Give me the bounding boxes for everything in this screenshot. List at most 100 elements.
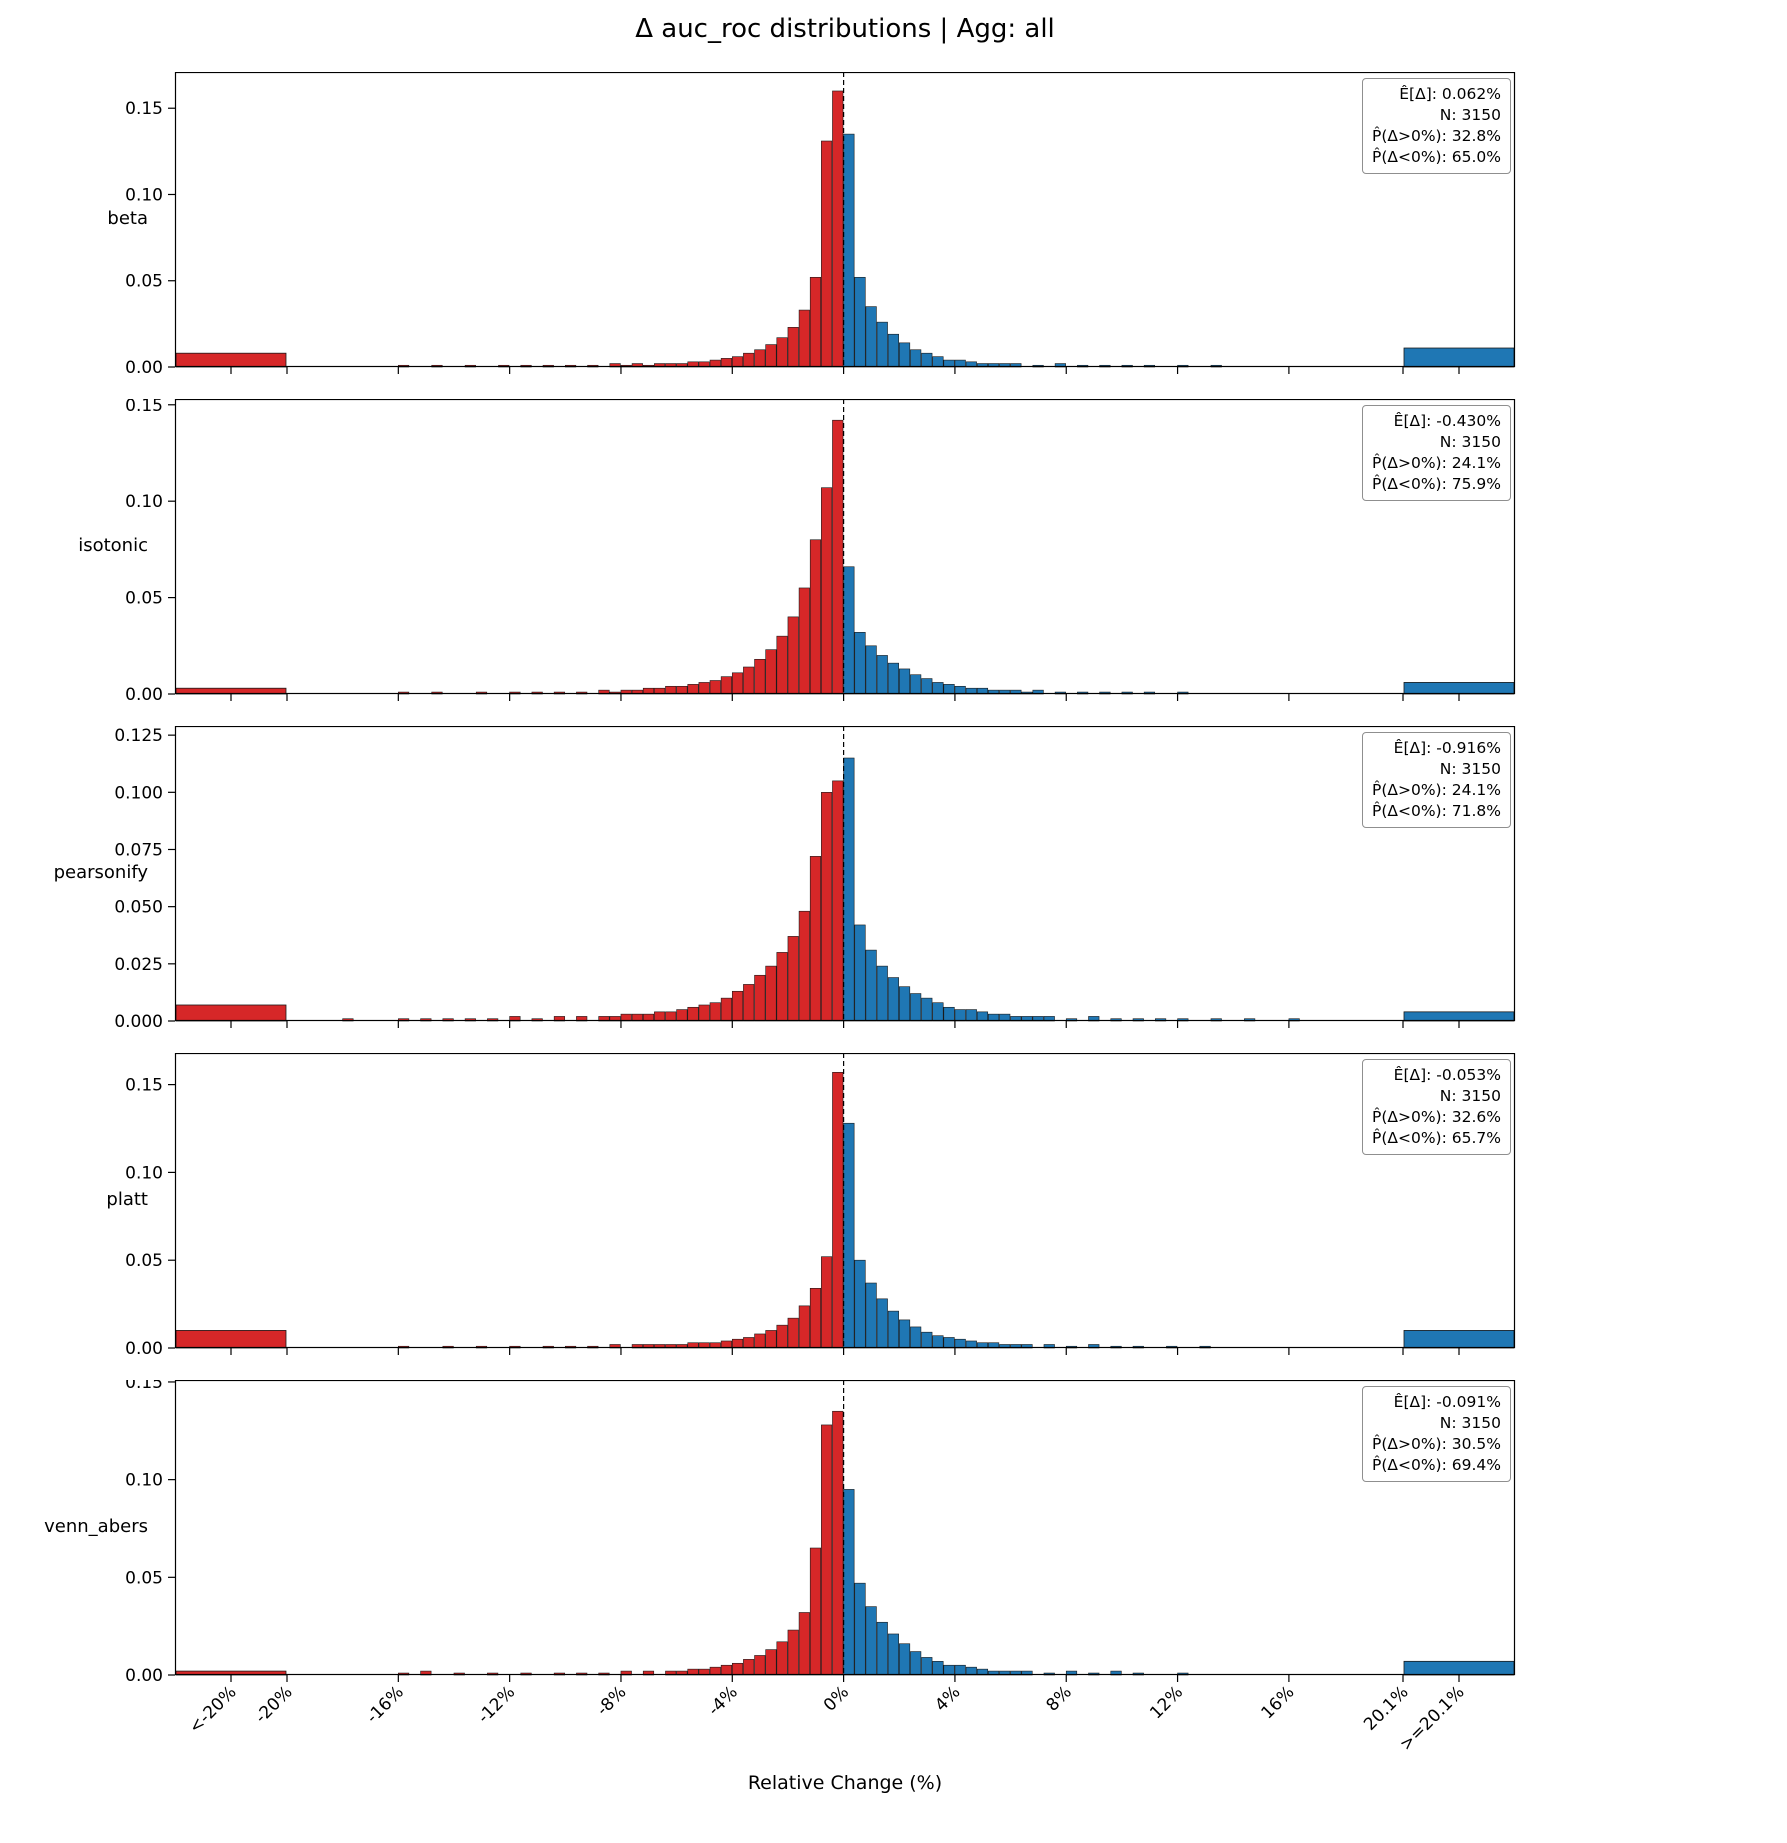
x-tick-label: 12%: [1146, 1682, 1187, 1723]
histogram-bar: [743, 984, 755, 1022]
histogram-bar: [776, 952, 788, 1022]
stat-p-negative: P̂(Δ<0%): 75.9%: [1371, 474, 1501, 493]
histogram-bar: [809, 276, 822, 368]
y-tick-label: 0.05: [125, 1251, 163, 1271]
histogram-bar: [865, 949, 877, 1022]
histogram-bar: [798, 587, 810, 695]
histogram-bar: [898, 986, 911, 1022]
histogram-bar: [876, 655, 888, 695]
histogram-bar: [943, 684, 955, 695]
outlier-bar-left: [175, 1330, 287, 1349]
stat-n: N: 3150: [1439, 759, 1501, 778]
histogram-bar: [865, 645, 877, 695]
histogram-bar: [731, 990, 744, 1022]
histogram-bar: [743, 1659, 755, 1676]
x-tick-label: 8%: [1043, 1682, 1076, 1715]
stats-box: Ê[Δ]: -0.053% N: 3150 P̂(Δ>0%): 32.6% P̂…: [1361, 1059, 1511, 1155]
x-tick-label: -20%: [251, 1682, 296, 1727]
histogram-plot: 0.000 0.025 0.050 0.075 0.100 0.125: [114, 726, 1516, 1029]
y-tick-label: 0.000: [114, 1012, 163, 1029]
x-tick-label: -4%: [704, 1682, 742, 1720]
histogram-bar: [854, 276, 866, 368]
x-tick-label: <-20%: [185, 1682, 240, 1737]
histogram-bar: [910, 674, 922, 695]
y-tick-label: 0.15: [125, 99, 163, 119]
histogram-bar: [921, 1331, 933, 1349]
outlier-bar-right: [1403, 1660, 1515, 1676]
panel-platt: 0.00 0.05 0.10 0.15 platt Ê[Δ]: -0.053% N: …: [0, 1053, 1787, 1356]
histogram-bar: [776, 337, 788, 368]
histogram-bar: [854, 924, 866, 1022]
stat-mean: Ê[Δ]: -0.053%: [1393, 1066, 1501, 1084]
histogram-bar: [910, 349, 922, 368]
histogram-bar: [954, 685, 966, 695]
histogram-bar: [932, 1661, 944, 1676]
histogram-bar: [898, 1319, 911, 1349]
stat-mean: Ê[Δ]: -0.430%: [1393, 412, 1501, 430]
panel-pearsonify: 0.000 0.025 0.050 0.075 0.100 0.125 pearsonif…: [0, 726, 1787, 1029]
y-tick-label: 0.00: [125, 358, 163, 375]
histogram-bar: [687, 684, 699, 695]
histogram-bar: [898, 668, 911, 695]
row-label: pearsonify: [53, 862, 148, 883]
histogram-bar: [776, 1324, 788, 1349]
histogram-bar: [765, 1330, 777, 1349]
y-tick-label: 0.10: [125, 1471, 163, 1491]
histogram-bar: [798, 910, 810, 1022]
stat-p-negative: P̂(Δ<0%): 65.0%: [1371, 147, 1501, 166]
panel-venn-abers: 0.00 0.05 0.10 0.15 <-20% -20% -16% -12% -8% -4% 0…: [0, 1380, 1787, 1800]
stat-p-positive: P̂(Δ>0%): 24.1%: [1371, 453, 1501, 472]
histogram-bar: [787, 1317, 799, 1349]
histogram-bar: [776, 635, 788, 695]
histogram-bar: [910, 1651, 922, 1676]
histogram-bar: [898, 1643, 911, 1676]
plot-border: [174, 399, 1516, 695]
stat-n: N: 3150: [1439, 105, 1501, 124]
outlier-bar-right: [1403, 1330, 1515, 1349]
histogram-bar: [809, 1287, 822, 1349]
histogram-bar: [965, 1666, 977, 1676]
panel-isotonic: 0.00 0.05 0.10 0.15 isotonic Ê[Δ]: -0.430% …: [0, 399, 1787, 702]
stat-n: N: 3150: [1439, 1413, 1501, 1432]
stats-box: Ê[Δ]: -0.091% N: 3150 P̂(Δ>0%): 30.5% P̂…: [1361, 1386, 1511, 1482]
stat-p-positive: P̂(Δ>0%): 30.5%: [1371, 1434, 1501, 1453]
histogram-bar: [921, 997, 933, 1022]
stat-p-negative: P̂(Δ<0%): 69.4%: [1371, 1455, 1501, 1474]
histogram-bar: [754, 1333, 766, 1349]
y-tick-label: 0.00: [125, 685, 163, 702]
y-tick-label: 0.00: [125, 1339, 163, 1356]
y-tick-label: 0.025: [114, 955, 163, 975]
histogram-bar: [798, 309, 810, 368]
histogram-bar: [821, 792, 833, 1022]
histogram-plot: 0.00 0.05 0.10 0.15: [125, 72, 1516, 375]
histogram-bar: [776, 1641, 788, 1676]
histogram-bar: [887, 662, 899, 695]
stats-box: Ê[Δ]: -0.916% N: 3150 P̂(Δ>0%): 24.1% P̂…: [1361, 732, 1511, 828]
histogram-bar: [798, 1305, 810, 1349]
y-tick-label: 0.125: [114, 726, 163, 746]
y-tick-label: 0.10: [125, 492, 163, 512]
stat-mean: Ê[Δ]: -0.091%: [1393, 1393, 1501, 1411]
y-tick-label: 0.05: [125, 1568, 163, 1588]
outlier-bar-right: [1403, 682, 1515, 695]
histogram-bar: [787, 936, 799, 1022]
histogram-bar: [976, 1011, 989, 1022]
histogram-bar: [865, 1282, 877, 1349]
outlier-bar-left: [175, 1004, 287, 1022]
x-tick-label: 20.1%: [1360, 1682, 1412, 1734]
histogram-bar: [910, 993, 922, 1022]
stat-p-positive: P̂(Δ>0%): 24.1%: [1371, 780, 1501, 799]
outlier-bar-right: [1403, 347, 1515, 368]
histogram-bar: [843, 133, 855, 368]
histogram-bar: [798, 1612, 810, 1676]
row-label: platt: [106, 1189, 148, 1210]
histogram-bar: [832, 780, 844, 1022]
x-tick-label: 4%: [931, 1682, 964, 1715]
histogram-bar: [854, 632, 866, 695]
histogram-plot: 0.00 0.05 0.10 0.15: [125, 399, 1516, 702]
histogram-bar: [665, 1011, 677, 1022]
histogram-bar: [687, 1006, 699, 1022]
histogram-bar: [887, 1310, 899, 1349]
histogram-bar: [720, 1664, 732, 1676]
histogram-bar: [765, 1649, 777, 1676]
